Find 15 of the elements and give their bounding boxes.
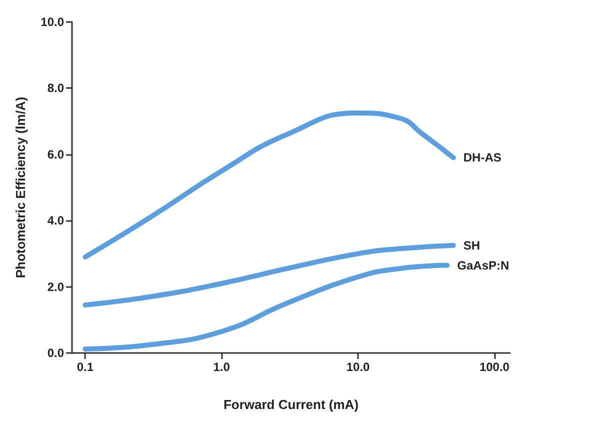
y-axis-title: Photometric Efficiency (lm/A) bbox=[13, 96, 28, 278]
y-tick-label: 4.0 bbox=[47, 214, 64, 228]
y-tick-label: 10.0 bbox=[40, 15, 64, 29]
y-tick-label: 0.0 bbox=[47, 346, 64, 360]
series-label: GaAsP:N bbox=[457, 258, 510, 272]
x-tick-label: 0.1 bbox=[76, 360, 94, 374]
x-tick-label: 100.0 bbox=[479, 360, 510, 374]
y-tick-label: 8.0 bbox=[47, 81, 64, 96]
series-label: DH-AS bbox=[463, 150, 502, 165]
y-tick-label: 6.0 bbox=[47, 147, 64, 162]
x-tick-label: 10.0 bbox=[346, 360, 370, 374]
x-axis-title: Forward Current (mA) bbox=[223, 397, 359, 412]
series-label: SH bbox=[463, 238, 480, 252]
x-tick-label: 1.0 bbox=[213, 360, 230, 374]
y-tick-label: 2.0 bbox=[47, 280, 64, 294]
